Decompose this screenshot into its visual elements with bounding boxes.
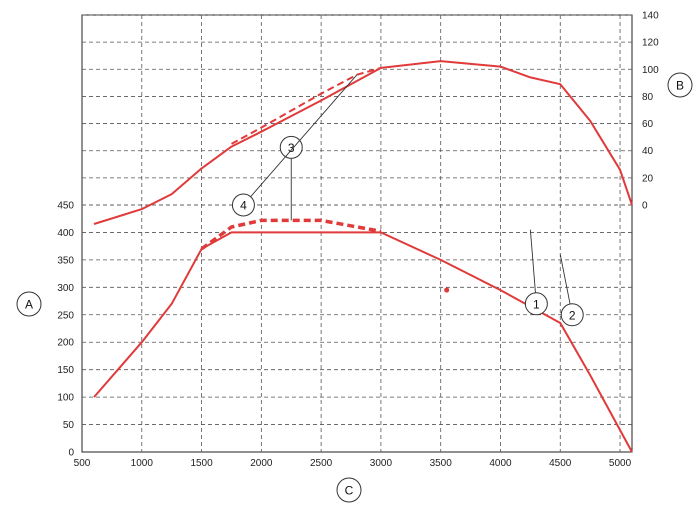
left-tick-label: 300 xyxy=(57,283,74,294)
x-axis-label-circle xyxy=(336,477,362,503)
callout-1: 1 xyxy=(524,292,548,316)
x-axis-label: C xyxy=(336,477,362,503)
x-tick-label: 4000 xyxy=(489,458,512,469)
x-tick-label: 1500 xyxy=(190,458,213,469)
right-tick-label: 20 xyxy=(642,173,654,184)
data-marker xyxy=(444,287,450,293)
left-tick-label: 50 xyxy=(63,420,75,431)
right-axis-label: B xyxy=(667,72,693,98)
callout-2-text: 2 xyxy=(569,308,576,322)
right-tick-label: 60 xyxy=(642,119,654,130)
left-axis-label-circle xyxy=(16,291,42,317)
series-line-4 xyxy=(231,66,382,145)
left-tick-label: 0 xyxy=(68,448,74,459)
right-tick-label: 40 xyxy=(642,146,654,157)
left-tick-label: 250 xyxy=(57,310,74,321)
series-line-1 xyxy=(93,60,633,225)
x-tick-label: 1000 xyxy=(131,458,154,469)
callout-3-text: 3 xyxy=(288,141,295,155)
series-lines xyxy=(93,60,633,453)
right-tick-label: 100 xyxy=(642,65,659,76)
series-line-3 xyxy=(200,218,382,251)
grid xyxy=(81,14,633,453)
callout-3: 3 xyxy=(279,135,303,159)
x-tick-label: 2500 xyxy=(310,458,333,469)
callout-4-text: 4 xyxy=(240,199,247,213)
left-tick-label: 150 xyxy=(57,365,74,376)
callout-leader-1 xyxy=(529,229,537,304)
right-tick-label: 120 xyxy=(642,38,659,49)
callout-4-circle xyxy=(231,193,255,217)
x-tick-label: 4500 xyxy=(549,458,572,469)
right-tick-label: 0 xyxy=(642,201,648,212)
callout-2-circle xyxy=(560,303,584,327)
x-axis-label-text: C xyxy=(345,484,354,498)
x-tick-label: 2000 xyxy=(250,458,273,469)
right-tick-label: 80 xyxy=(642,92,654,103)
right-axis-label-text: B xyxy=(676,79,684,93)
left-tick-label: 450 xyxy=(57,201,74,212)
tick-labels: 500 1000 1500 2000 2500 3000 3500 4000 4500 50000… xyxy=(57,11,659,470)
callout-1-text: 1 xyxy=(533,297,540,311)
right-tick-label: 140 xyxy=(642,11,659,22)
callout-leader-4 xyxy=(243,74,358,206)
callout-1-circle xyxy=(524,292,548,316)
left-tick-label: 400 xyxy=(57,228,74,239)
left-tick-label: 350 xyxy=(57,255,74,266)
callout-3-circle xyxy=(279,135,303,159)
x-tick-label: 3000 xyxy=(370,458,393,469)
x-tick-label: 500 xyxy=(74,458,91,469)
left-tick-label: 200 xyxy=(57,338,74,349)
left-axis-label-text: A xyxy=(25,298,33,312)
x-tick-label: 3500 xyxy=(430,458,453,469)
series-line-2 xyxy=(93,231,633,453)
left-tick-label: 100 xyxy=(57,393,74,404)
right-axis-label-circle xyxy=(667,72,693,98)
callout-4: 4 xyxy=(231,193,255,217)
annotations: A B C 1 2 3 4 xyxy=(16,72,693,503)
left-axis-label: A xyxy=(16,291,42,317)
x-tick-label: 5000 xyxy=(609,458,632,469)
callout-2: 2 xyxy=(560,303,584,327)
